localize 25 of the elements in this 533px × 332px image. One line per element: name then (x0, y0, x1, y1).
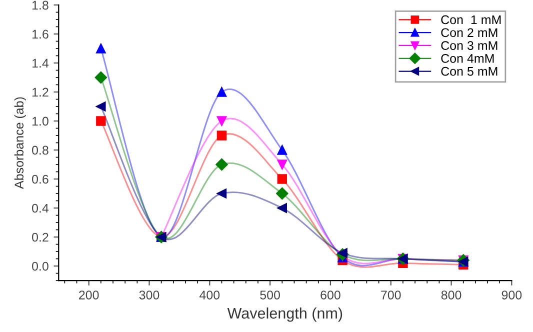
y-tick-label: 1.6 (32, 30, 48, 39)
x-tick-label: 200 (79, 290, 99, 300)
x-tick-label: 300 (139, 290, 160, 300)
y-tick-label: 0.8 (32, 146, 48, 155)
x-tick-label: 700 (381, 290, 401, 300)
x-tick-label: 600 (320, 290, 340, 300)
y-tick-label: 0.0 (32, 262, 48, 271)
x-tick-label: 400 (200, 290, 220, 300)
legend-label: Con 1 mM (441, 15, 501, 24)
legend-label: Con 5 mM (441, 66, 498, 76)
y-tick-label: 1.2 (32, 88, 48, 97)
x-axis-title: Wavelength (nm) (227, 307, 342, 322)
x-tick-label: 800 (441, 290, 462, 300)
x-tick-label: 900 (502, 290, 522, 300)
legend-label: Con 2 mM (441, 28, 498, 38)
y-tick-label: 1.4 (32, 58, 49, 68)
y-tick-label: 0.2 (32, 232, 48, 242)
y-tick-label: 1.0 (32, 116, 48, 126)
y-tick-label: 1.8 (32, 0, 48, 10)
y-tick-label: 0.4 (32, 204, 49, 213)
x-tick-label: 500 (260, 290, 280, 300)
y-tick-label: 0.6 (32, 174, 48, 184)
legend-label: Con 3 mM (441, 41, 498, 50)
y-axis-title: Absorbance (ab) (14, 97, 26, 189)
legend-label: Con 4mM (441, 54, 494, 63)
